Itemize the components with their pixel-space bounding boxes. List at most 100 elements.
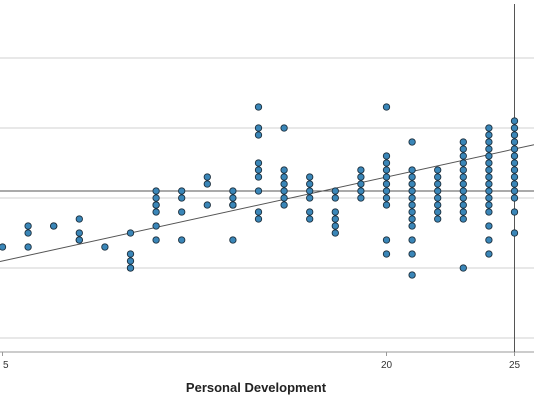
data-point-139 — [511, 146, 517, 152]
data-point-120 — [486, 188, 492, 194]
data-point-115 — [486, 237, 492, 243]
data-point-45 — [281, 202, 287, 208]
data-point-12 — [127, 251, 133, 257]
data-point-86 — [409, 202, 415, 208]
data-point-136 — [511, 167, 517, 173]
data-point-104 — [460, 202, 466, 208]
data-point-52 — [307, 216, 313, 222]
data-point-93 — [435, 216, 441, 222]
data-point-56 — [307, 181, 313, 187]
data-point-135 — [511, 174, 517, 180]
data-point-123 — [486, 167, 492, 173]
data-point-10 — [102, 244, 108, 250]
data-point-132 — [511, 195, 517, 201]
data-point-88 — [409, 188, 415, 194]
data-point-137 — [511, 160, 517, 166]
data-point-67 — [358, 174, 364, 180]
data-point-94 — [435, 209, 441, 215]
data-point-47 — [281, 188, 287, 194]
data-point-83 — [409, 223, 415, 229]
data-point-143 — [511, 118, 517, 124]
data-point-33 — [230, 202, 236, 208]
data-point-109 — [460, 167, 466, 173]
data-point-78 — [383, 153, 389, 159]
data-point-7 — [76, 230, 82, 236]
data-point-73 — [383, 188, 389, 194]
data-point-25 — [179, 195, 185, 201]
data-point-95 — [435, 202, 441, 208]
data-point-82 — [409, 237, 415, 243]
data-point-44 — [255, 104, 261, 110]
data-point-127 — [486, 139, 492, 145]
data-point-23 — [179, 237, 185, 243]
data-point-22 — [153, 195, 159, 201]
data-point-11 — [127, 230, 133, 236]
data-point-54 — [307, 195, 313, 201]
data-point-77 — [383, 160, 389, 166]
data-point-125 — [486, 153, 492, 159]
data-point-111 — [460, 153, 466, 159]
data-point-65 — [358, 188, 364, 194]
data-point-8 — [76, 237, 82, 243]
data-point-57 — [307, 174, 313, 180]
data-point-85 — [409, 209, 415, 215]
data-point-80 — [409, 272, 415, 278]
data-point-72 — [383, 195, 389, 201]
data-point-61 — [332, 209, 338, 215]
data-point-106 — [460, 188, 466, 194]
data-point-100 — [435, 167, 441, 173]
data-point-35 — [230, 188, 236, 194]
data-point-141 — [511, 132, 517, 138]
data-point-129 — [486, 125, 492, 131]
data-point-103 — [460, 209, 466, 215]
data-point-71 — [383, 202, 389, 208]
data-point-20 — [153, 202, 159, 208]
x-tick-label-2: 25 — [509, 360, 521, 371]
x-tick-label-1: 20 — [381, 360, 393, 371]
data-point-15 — [127, 265, 133, 271]
data-point-29 — [204, 174, 210, 180]
data-point-1 — [25, 244, 31, 250]
data-point-90 — [409, 174, 415, 180]
data-point-119 — [486, 195, 492, 201]
data-point-133 — [511, 188, 517, 194]
data-point-51 — [281, 125, 287, 131]
data-point-102 — [460, 216, 466, 222]
data-point-37 — [255, 216, 261, 222]
data-point-92 — [409, 139, 415, 145]
data-point-130 — [511, 230, 517, 236]
data-point-81 — [409, 251, 415, 257]
data-point-69 — [383, 251, 389, 257]
data-point-27 — [204, 202, 210, 208]
data-point-126 — [486, 146, 492, 152]
data-point-3 — [25, 230, 31, 236]
data-point-98 — [435, 181, 441, 187]
data-point-34 — [230, 195, 236, 201]
data-point-117 — [486, 209, 492, 215]
data-point-96 — [435, 195, 441, 201]
data-point-112 — [460, 146, 466, 152]
x-axis-title: Personal Development — [186, 380, 327, 395]
data-point-24 — [179, 209, 185, 215]
data-point-41 — [255, 160, 261, 166]
data-point-62 — [332, 195, 338, 201]
data-point-116 — [486, 223, 492, 229]
data-point-70 — [383, 237, 389, 243]
data-point-43 — [255, 125, 261, 131]
data-point-84 — [409, 216, 415, 222]
data-point-138 — [511, 153, 517, 159]
data-point-89 — [409, 181, 415, 187]
data-point-16 — [153, 237, 159, 243]
data-point-107 — [460, 181, 466, 187]
data-point-101 — [460, 265, 466, 271]
data-point-38 — [255, 188, 261, 194]
data-point-74 — [383, 181, 389, 187]
data-point-49 — [281, 174, 287, 180]
data-point-114 — [486, 251, 492, 257]
data-point-50 — [281, 167, 287, 173]
data-point-5 — [51, 223, 57, 229]
data-point-113 — [460, 139, 466, 145]
data-point-64 — [358, 195, 364, 201]
